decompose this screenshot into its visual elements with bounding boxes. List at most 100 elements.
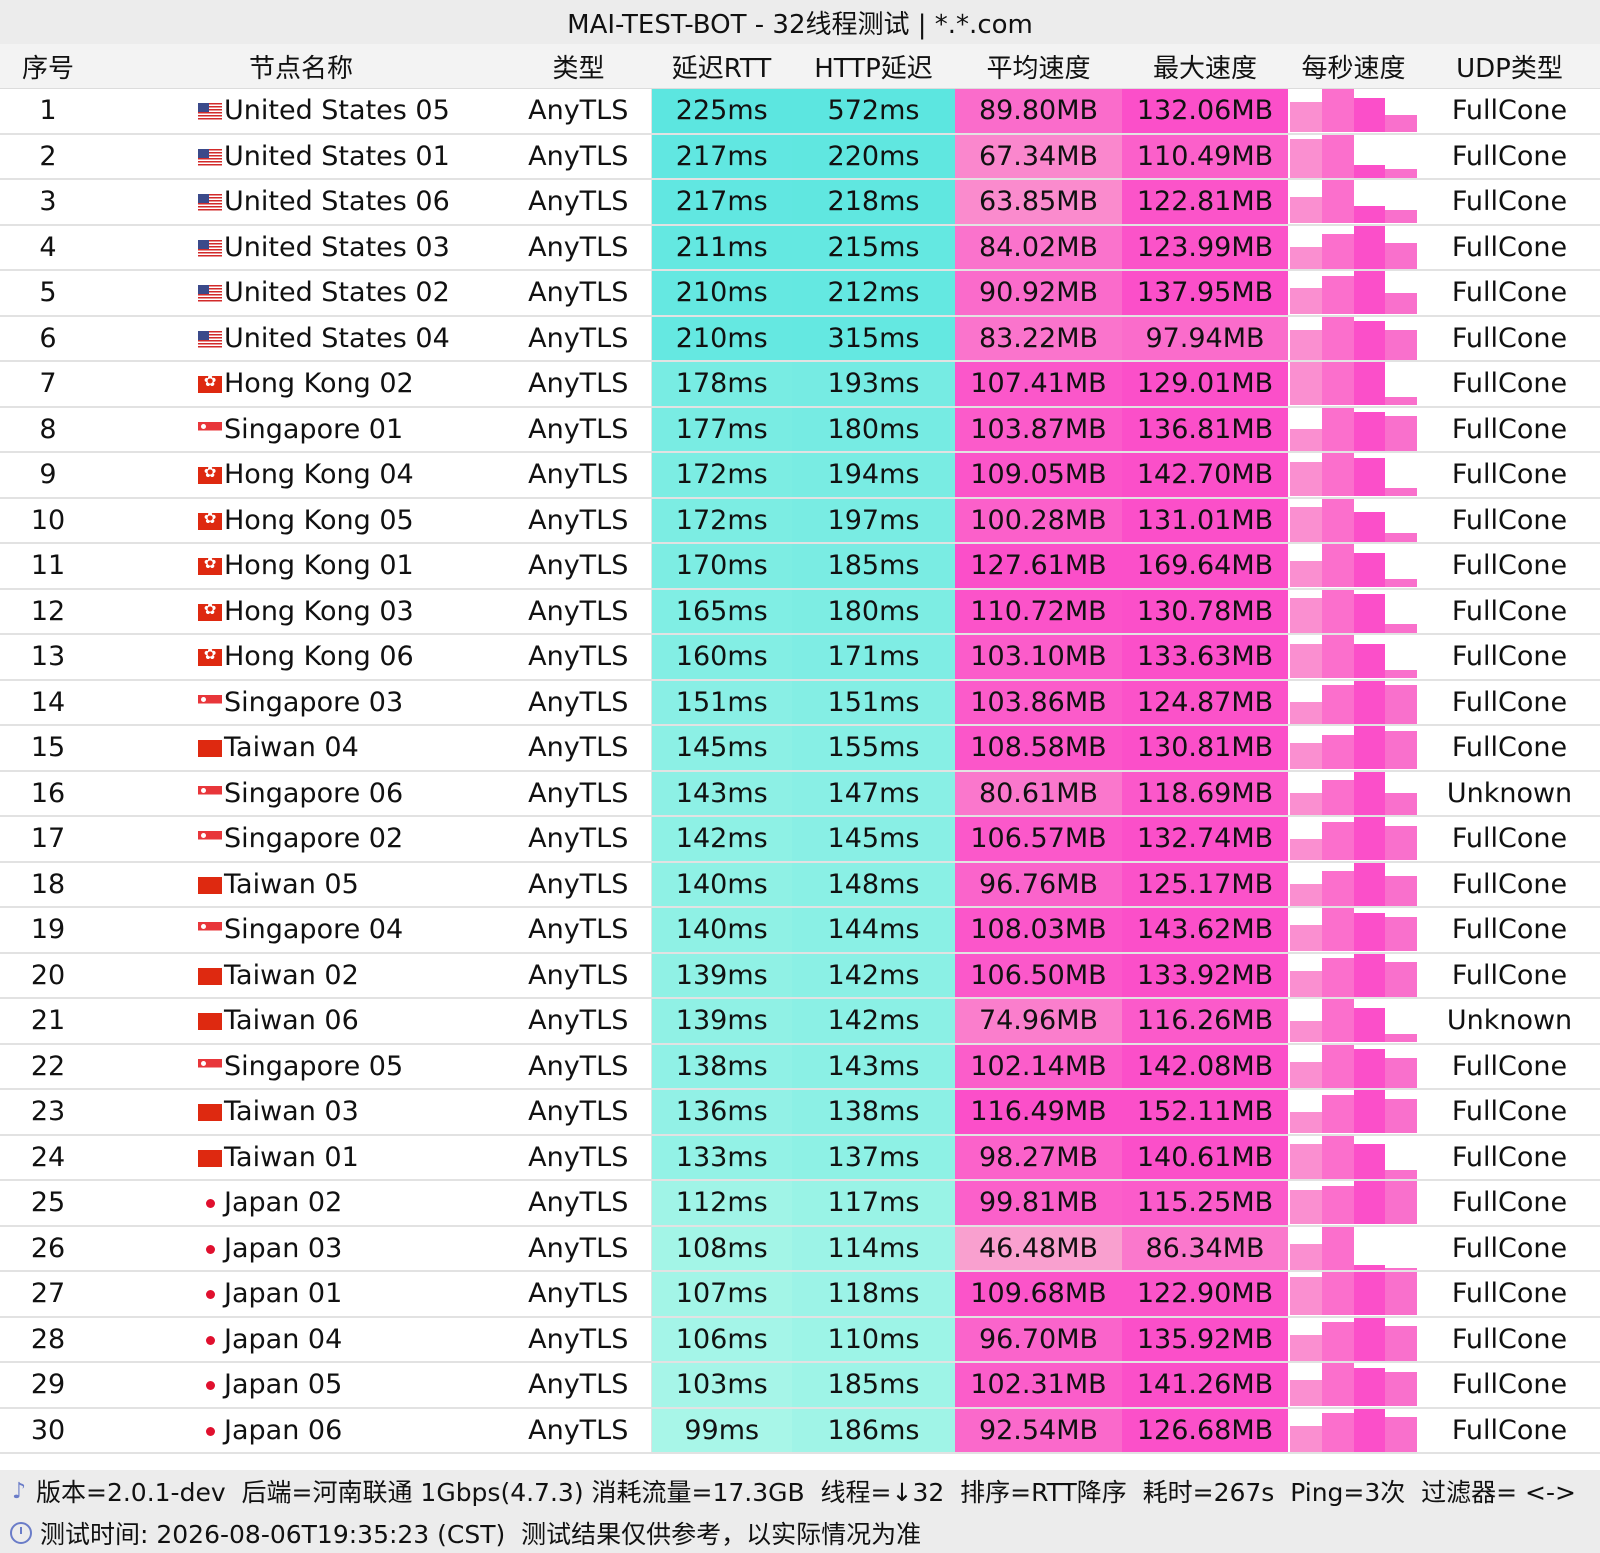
- sparkline-bar: [1290, 288, 1322, 314]
- node-name: Singapore 04: [96, 907, 506, 954]
- row-index: 10: [0, 497, 96, 544]
- flag-us-icon: [198, 285, 222, 303]
- table-row[interactable]: 12 Hong Kong 03 AnyTLS165ms180ms110.72MB13…: [0, 588, 1600, 635]
- per-second-sparkline: [1288, 361, 1419, 408]
- sparkline-bar: [1290, 1425, 1322, 1452]
- header-index[interactable]: 序号: [0, 44, 96, 89]
- per-second-sparkline: [1288, 88, 1419, 135]
- avg-speed-value: 102.14MB: [955, 1043, 1122, 1090]
- http-latency-value: 142ms: [792, 998, 955, 1045]
- table-row[interactable]: 30 Japan 06 AnyTLS 99ms 186ms 92.54MB 126.68MB…: [0, 1407, 1600, 1454]
- rtt-value: 136ms: [651, 1089, 792, 1136]
- rtt-value: 140ms: [651, 907, 792, 954]
- max-speed-value: 125.17MB: [1122, 861, 1288, 908]
- header-avg-speed[interactable]: 平均速度: [955, 44, 1122, 89]
- udp-type-value: FullCone: [1419, 315, 1600, 362]
- node-name-label: Taiwan 03: [224, 1096, 359, 1128]
- table-row[interactable]: 19 Singapore 04 AnyTLS 140ms 144ms 108.03MB 14…: [0, 907, 1600, 954]
- header-node-name[interactable]: 节点名称: [96, 44, 506, 89]
- table-row[interactable]: 10 Hong Kong 05 AnyTLS172ms197ms100.28MB13…: [0, 497, 1600, 544]
- avg-speed-value: 109.05MB: [955, 452, 1122, 499]
- table-row[interactable]: 20 Taiwan 02 AnyTLS 139ms 142ms 106.50MB 133.9…: [0, 952, 1600, 999]
- sparkline-bar: [1353, 164, 1386, 178]
- header-http-latency[interactable]: HTTP延迟: [792, 44, 955, 89]
- header-type[interactable]: 类型: [506, 44, 651, 89]
- sparkline-bar: [1321, 1413, 1354, 1452]
- table-row[interactable]: 8 Singapore 01 AnyTLS 177ms 180ms 103.87MB 136…: [0, 406, 1600, 453]
- table-row[interactable]: 3 United States 06 AnyTLS 217ms 218ms 63.85MB…: [0, 179, 1600, 226]
- table-row[interactable]: 6 United States 04 AnyTLS 210ms 315ms 83.22MB…: [0, 315, 1600, 362]
- table-row[interactable]: 4 United States 03 AnyTLS 211ms 215ms 84.02MB…: [0, 224, 1600, 271]
- rtt-value: 133ms: [651, 1134, 792, 1181]
- udp-type-value: FullCone: [1419, 588, 1600, 635]
- udp-type-value: Unknown: [1419, 998, 1600, 1045]
- table-row[interactable]: 14 Singapore 03 AnyTLS 151ms 151ms 103.86MB 12…: [0, 679, 1600, 726]
- table-row[interactable]: 9 Hong Kong 04 AnyTLS172ms194ms109.05MB142…: [0, 452, 1600, 499]
- table-row[interactable]: 2 United States 01 AnyTLS 217ms 220ms 67.34MB…: [0, 133, 1600, 180]
- avg-speed-value: 110.72MB: [955, 588, 1122, 635]
- per-second-sparkline: [1288, 133, 1419, 180]
- row-index: 8: [0, 406, 96, 453]
- sparkline-bar: [1290, 1334, 1322, 1361]
- footer-info: ♪ 版本=2.0.1-dev 后端=河南联通 1Gbps(4.7.3) 消耗流量…: [0, 1470, 1600, 1512]
- per-second-sparkline: [1288, 1407, 1419, 1454]
- node-type: AnyTLS: [506, 1134, 652, 1181]
- node-name-label: Japan 03: [224, 1232, 343, 1264]
- avg-speed-value: 83.22MB: [955, 315, 1122, 362]
- avg-speed-value: 102.31MB: [955, 1362, 1122, 1409]
- sparkline-bar: [1353, 552, 1386, 587]
- table-row[interactable]: 27 Japan 01 AnyTLS 107ms 118ms 109.68MB 122.90…: [0, 1271, 1600, 1318]
- header-max-speed[interactable]: 最大速度: [1122, 44, 1288, 89]
- tuning-fork-icon: ♪: [11, 1478, 27, 1504]
- udp-type-value: FullCone: [1419, 816, 1600, 863]
- node-type: AnyTLS: [506, 1043, 652, 1090]
- table-row[interactable]: 11 Hong Kong 01 AnyTLS170ms185ms127.61MB16…: [0, 543, 1600, 590]
- header-rtt[interactable]: 延迟RTT: [651, 44, 792, 89]
- header-udp-type[interactable]: UDP类型: [1419, 44, 1600, 89]
- table-row[interactable]: 17 Singapore 02 AnyTLS 142ms 145ms 106.57MB 13…: [0, 816, 1600, 863]
- http-latency-value: 142ms: [792, 952, 955, 999]
- node-type: AnyTLS: [506, 1362, 652, 1409]
- sparkline-bar: [1385, 416, 1417, 451]
- header-per-second-speed[interactable]: 每秒速度: [1288, 44, 1419, 89]
- table-row[interactable]: 5 United States 02 AnyTLS 210ms 212ms 90.92MB…: [0, 270, 1600, 317]
- node-name-label: Japan 04: [224, 1323, 343, 1355]
- flag-jp-icon: [198, 1422, 222, 1440]
- node-name: Japan 04: [96, 1316, 506, 1363]
- node-type: AnyTLS: [506, 588, 652, 635]
- table-row[interactable]: 15 Taiwan 04 AnyTLS 145ms 155ms 108.58MB 130.8…: [0, 725, 1600, 772]
- sparkline-bar: [1290, 329, 1322, 360]
- table-row[interactable]: 21 Taiwan 06 AnyTLS 139ms 142ms 74.96MB 116.26…: [0, 998, 1600, 1045]
- node-name: Hong Kong 06: [96, 634, 506, 681]
- table-row[interactable]: 16 Singapore 06 AnyTLS 143ms 147ms 80.61MB 118…: [0, 770, 1600, 817]
- table-row[interactable]: 28 Japan 04 AnyTLS 106ms 110ms 96.70MB 135.92M…: [0, 1316, 1600, 1363]
- table-row[interactable]: 25 Japan 02 AnyTLS 112ms 117ms 99.81MB 115.25M…: [0, 1180, 1600, 1227]
- sparkline-bar: [1385, 730, 1417, 769]
- row-index: 14: [0, 679, 96, 726]
- node-name-label: Singapore 04: [224, 914, 404, 946]
- table-row[interactable]: 7 Hong Kong 02 AnyTLS178ms193ms107.41MB129…: [0, 361, 1600, 408]
- sparkline-bar: [1353, 953, 1386, 997]
- table-row[interactable]: 26 Japan 03 AnyTLS 108ms 114ms 46.48MB 86.34MB…: [0, 1225, 1600, 1272]
- sparkline-bar: [1321, 1272, 1354, 1315]
- per-second-sparkline: [1288, 770, 1419, 817]
- table-row[interactable]: 22 Singapore 05 AnyTLS 138ms 143ms 102.14MB 14…: [0, 1043, 1600, 1090]
- http-latency-value: 138ms: [792, 1089, 955, 1136]
- table-row[interactable]: 24 Taiwan 01 AnyTLS 133ms 137ms 98.27MB 140.61…: [0, 1134, 1600, 1181]
- table-row[interactable]: 1 United States 05 AnyTLS 225ms 572ms 89.80MB…: [0, 88, 1600, 135]
- http-latency-value: 572ms: [792, 88, 955, 135]
- max-speed-value: 129.01MB: [1122, 361, 1288, 408]
- http-latency-value: 185ms: [792, 543, 955, 590]
- table-row[interactable]: 13 Hong Kong 06 AnyTLS160ms171ms103.10MB13…: [0, 634, 1600, 681]
- table-row[interactable]: 23 Taiwan 03 AnyTLS 136ms 138ms 116.49MB 152.1…: [0, 1089, 1600, 1136]
- flag-hk-icon: [198, 376, 222, 394]
- sparkline-bar: [1353, 511, 1386, 542]
- flag-tw-icon: [198, 1013, 222, 1031]
- sparkline-bar: [1385, 1033, 1417, 1042]
- table-row[interactable]: 29 Japan 05 AnyTLS 103ms 185ms 102.31MB 141.26…: [0, 1362, 1600, 1409]
- table-row[interactable]: 18 Taiwan 05 AnyTLS 140ms 148ms 96.76MB 125.17…: [0, 861, 1600, 908]
- node-name-label: Singapore 05: [224, 1050, 404, 1082]
- flag-jp-icon: [198, 1195, 222, 1213]
- avg-speed-value: 80.61MB: [955, 770, 1122, 817]
- udp-type-value: FullCone: [1419, 952, 1600, 999]
